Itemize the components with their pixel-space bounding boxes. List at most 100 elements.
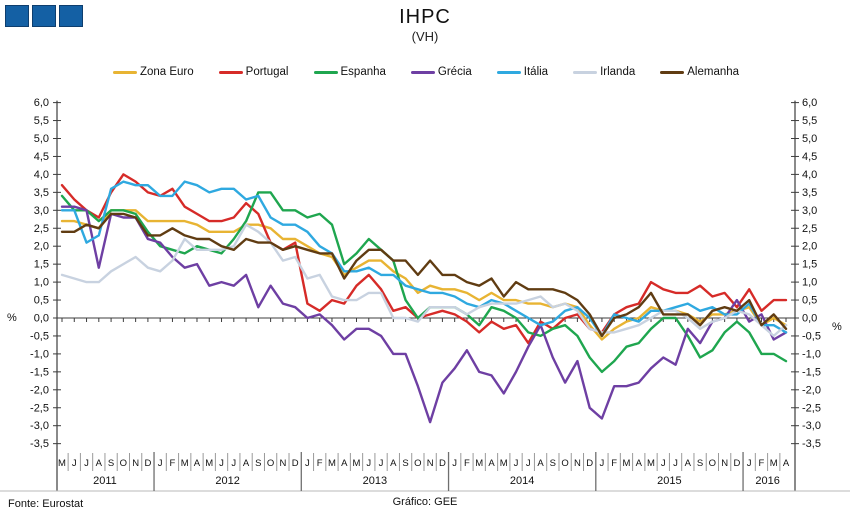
y-tick-label-right: -2,0 xyxy=(802,384,821,396)
month-label: A xyxy=(194,458,201,469)
month-label: M xyxy=(475,458,483,469)
month-label: A xyxy=(390,458,397,469)
month-label: M xyxy=(205,458,213,469)
y-tick-label-left: -2,0 xyxy=(30,384,49,396)
month-label: F xyxy=(317,458,323,469)
y-tick-label-left: -2,5 xyxy=(30,402,49,414)
month-label: J xyxy=(231,458,236,469)
year-label: 2013 xyxy=(363,475,387,487)
legend-swatch xyxy=(218,70,243,74)
year-label: 2014 xyxy=(510,475,534,487)
month-label: A xyxy=(341,458,348,469)
gee-logo xyxy=(5,5,83,27)
chart-subtitle: (VH) xyxy=(411,29,439,44)
y-tick-label-left: 6,0 xyxy=(34,97,49,109)
y-tick-label-left: 5,5 xyxy=(34,115,49,127)
month-label: N xyxy=(721,458,728,469)
y-tick-label-right: -3,5 xyxy=(802,438,821,450)
y-axis-unit-left: % xyxy=(7,312,17,324)
year-label: 2015 xyxy=(657,475,681,487)
month-label: A xyxy=(636,458,643,469)
logo-square xyxy=(5,5,29,27)
y-tick-label-right: -0,5 xyxy=(802,330,821,342)
month-label: F xyxy=(170,458,176,469)
y-tick-label-left: 3,0 xyxy=(34,205,49,217)
year-label: 2016 xyxy=(755,475,779,487)
logo-square xyxy=(32,5,56,27)
month-label: J xyxy=(452,458,457,469)
y-tick-label-left: -1,0 xyxy=(30,348,49,360)
month-label: N xyxy=(427,458,434,469)
month-label: O xyxy=(561,458,568,469)
month-label: A xyxy=(96,458,103,469)
legend-item-zona-euro: Zona Euro xyxy=(112,66,194,78)
y-tick-label-right: -1,0 xyxy=(802,348,821,360)
legend-swatch xyxy=(573,70,598,74)
month-label: S xyxy=(697,458,703,469)
month-label: D xyxy=(292,458,299,469)
chart-title: IHPC xyxy=(399,6,451,28)
month-label: J xyxy=(72,458,77,469)
legend-item-grécia: Grécia xyxy=(410,66,472,78)
y-tick-label-right: 2,5 xyxy=(802,223,817,235)
credit-note: Gráfico: GEE xyxy=(392,496,458,508)
legend-label: Alemanha xyxy=(687,66,740,78)
month-label: J xyxy=(379,458,384,469)
legend-label: Espanha xyxy=(340,66,386,78)
month-label: O xyxy=(414,458,421,469)
month-label: N xyxy=(574,458,581,469)
y-tick-label-right: -1,5 xyxy=(802,366,821,378)
year-label: 2012 xyxy=(215,475,239,487)
legend-item-espanha: Espanha xyxy=(313,66,386,78)
y-tick-label-right: 5,5 xyxy=(802,115,817,127)
month-label: F xyxy=(759,458,765,469)
y-axis-unit-right: % xyxy=(832,321,842,333)
month-label: O xyxy=(709,458,716,469)
month-label: O xyxy=(120,458,127,469)
y-tick-label-left: 2,5 xyxy=(34,223,49,235)
month-label: A xyxy=(488,458,495,469)
y-tick-label-left: 0,0 xyxy=(34,313,49,325)
legend-item-itália: Itália xyxy=(496,66,549,78)
month-label: M xyxy=(500,458,508,469)
month-label: J xyxy=(366,458,371,469)
month-label: F xyxy=(464,458,470,469)
y-tick-label-right: 1,0 xyxy=(802,277,817,289)
y-tick-label-right: -2,5 xyxy=(802,402,821,414)
y-tick-label-left: 4,0 xyxy=(34,169,49,181)
month-label: A xyxy=(537,458,544,469)
month-label: S xyxy=(255,458,261,469)
month-label: M xyxy=(58,458,66,469)
month-label: D xyxy=(439,458,446,469)
y-tick-label-left: 1,5 xyxy=(34,259,49,271)
y-tick-label-right: -3,0 xyxy=(802,420,821,432)
y-tick-label-right: 4,5 xyxy=(802,151,817,163)
y-tick-label-right: 0,5 xyxy=(802,295,817,307)
month-label: A xyxy=(783,458,790,469)
series-line-alemanha xyxy=(60,212,788,338)
month-label: M xyxy=(647,458,655,469)
y-tick-label-right: 3,5 xyxy=(802,187,817,199)
month-label: D xyxy=(144,458,151,469)
chart-legend: Zona Euro Portugal Espanha Grécia Itália Irla… xyxy=(57,66,795,78)
month-label: J xyxy=(84,458,89,469)
legend-swatch xyxy=(410,70,435,74)
month-label: M xyxy=(770,458,778,469)
legend-label: Itália xyxy=(523,66,549,78)
month-label: J xyxy=(526,458,531,469)
y-tick-label-left: 4,5 xyxy=(34,151,49,163)
y-tick-label-right: 4,0 xyxy=(802,169,817,181)
month-label: S xyxy=(550,458,556,469)
logo-square xyxy=(59,5,83,27)
month-label: N xyxy=(132,458,139,469)
legend-swatch xyxy=(660,70,685,74)
month-label: M xyxy=(353,458,361,469)
year-label: 2011 xyxy=(93,475,117,487)
legend-item-irlanda: Irlanda xyxy=(573,66,635,78)
month-label: D xyxy=(733,458,740,469)
y-tick-label-left: 2,0 xyxy=(34,241,49,253)
month-label: F xyxy=(611,458,617,469)
month-label: D xyxy=(586,458,593,469)
source-note: Fonte: Eurostat xyxy=(8,498,84,510)
month-label: M xyxy=(181,458,189,469)
